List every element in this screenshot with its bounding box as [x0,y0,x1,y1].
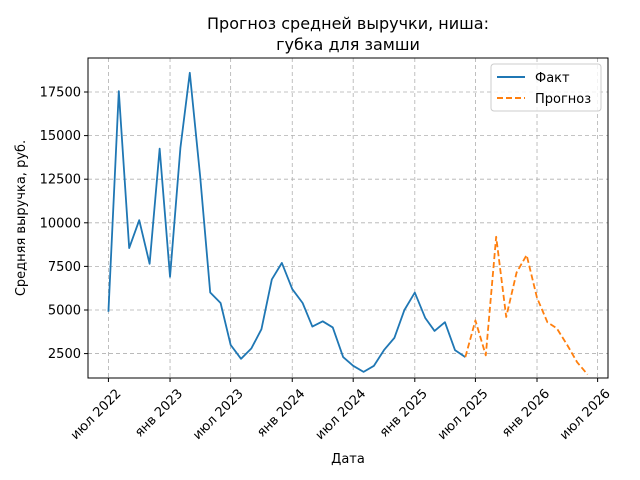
plot-area-frame [87,57,609,379]
y-tick-label-4: 12500 [40,173,81,188]
series-line-fact [107,71,466,373]
chart-title-line-1: Прогноз средней выручки, ниша: [207,14,489,33]
x-tick-label-0: июл 2022 [68,386,125,443]
axis-ticks: июл 2022 янв 2023 июл 2023 янв 2024 июл 2024… [40,86,614,443]
x-tick-label-7: янв 2026 [499,386,553,440]
y-tick-label-0: 2500 [48,347,81,362]
y-tick-label-3: 10000 [40,216,81,231]
legend-box [490,63,602,112]
y-tick-label-5: 15000 [40,129,81,144]
legend: Факт Прогноз [490,63,602,112]
y-tick-label-6: 17500 [40,86,81,101]
y-tick-label-2: 7500 [48,260,81,275]
legend-label-forecast: Прогноз [535,92,591,107]
chart-title-line-2: губка для замши [276,35,420,54]
y-axis-label: Средняя выручка, руб. [14,140,29,296]
x-axis-label: Дата [331,452,365,467]
series-line-forecast [464,235,589,376]
x-tick-label-8: июл 2026 [557,386,614,443]
series-lines [107,71,589,376]
x-tick-label-6: июл 2025 [435,386,492,443]
x-tick-label-1: янв 2023 [132,386,186,440]
x-tick-label-2: июл 2023 [190,386,247,443]
x-tick-label-3: янв 2024 [254,386,308,440]
legend-label-fact: Факт [535,71,570,86]
y-tick-label-1: 5000 [48,303,81,318]
x-tick-label-5: янв 2025 [377,386,431,440]
x-tick-label-4: июл 2024 [313,386,370,443]
